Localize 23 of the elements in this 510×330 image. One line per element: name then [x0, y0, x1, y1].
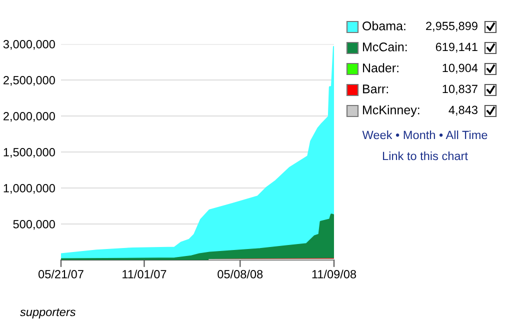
y-tick-label: 500,000 — [13, 220, 55, 230]
x-tick-label: 05/08/08 — [218, 270, 263, 278]
x-tick-label: 11/09/08 — [312, 270, 356, 278]
legend-label: McCain: — [363, 42, 407, 52]
text: 619,141 — [436, 42, 478, 53]
y-tick-label: 1,000,000 — [4, 184, 55, 194]
text: 10,904 — [442, 64, 478, 74]
legend-label: Barr: — [363, 84, 388, 94]
text: Week • Month • All Time — [362, 130, 488, 140]
legend-label: Obama: — [362, 21, 406, 30]
y-tick-label: 3,000,000 — [3, 40, 55, 50]
text: 10,837 — [442, 84, 478, 95]
text: 4,843 — [448, 106, 478, 116]
y-tick-label: 2,500,000 — [4, 76, 55, 86]
legend-label: McKinney: — [363, 105, 420, 117]
y-tick-label: 2,000,000 — [4, 112, 55, 122]
text: Link to this chart — [382, 151, 468, 160]
x-tick-label: 11/01/07 — [122, 270, 166, 278]
legend-label: Nader: — [363, 63, 398, 72]
text: 2,955,899 — [426, 22, 478, 32]
y-tick-label: 1,500,000 — [4, 148, 55, 158]
x-tick-label: 05/21/07 — [38, 270, 84, 278]
text: supporters — [20, 308, 76, 318]
